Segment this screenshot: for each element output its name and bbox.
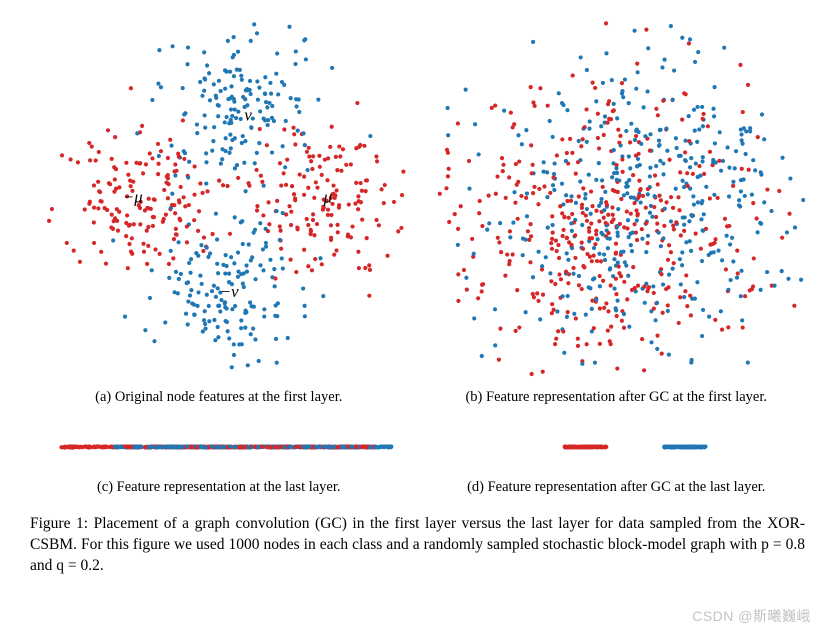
subcaption-c: (c) Feature representation at the last l… (30, 473, 408, 510)
figure-grid: ν −μ μ −ν (a) Original node features at the… (30, 20, 805, 510)
watermark: CSDN @斯曦巍峨 (692, 606, 811, 626)
caption-body: Placement of a graph convolution (GC) in… (30, 515, 805, 574)
figure-caption: Figure 1: Placement of a graph convoluti… (30, 514, 805, 577)
subcaption-a: (a) Original node features at the first … (30, 383, 408, 420)
scatter-a: ν −μ μ −ν (30, 20, 408, 377)
scatter-d (428, 426, 806, 468)
panel-d (428, 426, 806, 468)
scatter-b (428, 20, 806, 377)
scatter-c (30, 426, 408, 468)
caption-prefix: Figure 1: (30, 515, 88, 532)
panel-b (428, 20, 806, 377)
svg-text:−ν: −ν (220, 282, 239, 301)
subcaption-d: (d) Feature representation after GC at t… (428, 473, 806, 510)
svg-text:ν: ν (244, 106, 252, 125)
panel-a: ν −μ μ −ν (30, 20, 408, 377)
subcaption-b: (b) Feature representation after GC at t… (428, 383, 806, 420)
svg-text:μ: μ (323, 187, 332, 206)
panel-c (30, 426, 408, 468)
svg-text:−μ: −μ (123, 187, 143, 206)
